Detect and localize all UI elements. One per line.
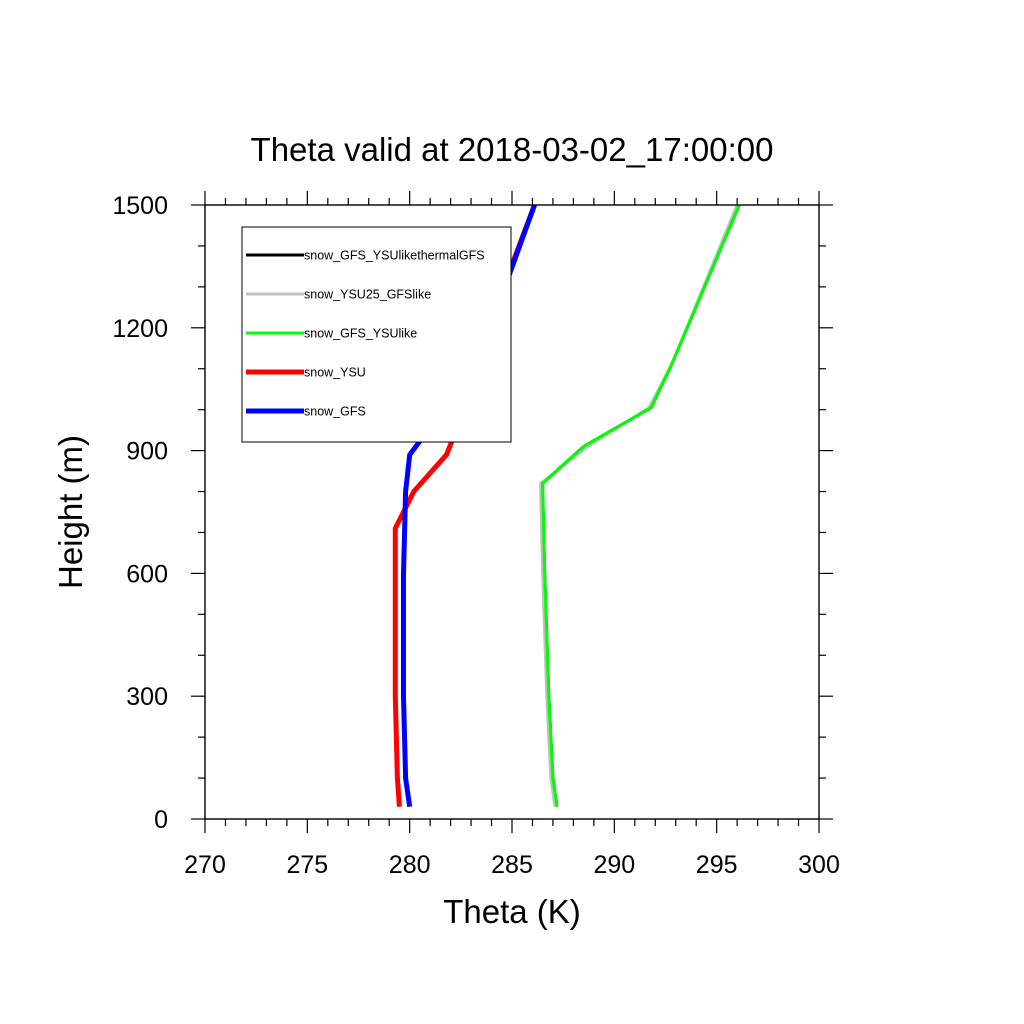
legend-label: snow_GFS_YSUlikethermalGFS: [304, 249, 485, 263]
x-tick-label: 270: [184, 851, 226, 879]
series-line-snow_YSU25_GFSlike: [539, 204, 739, 807]
legend-label: snow_YSU25_GFSlike: [304, 288, 431, 302]
legend-label: snow_YSU: [304, 366, 366, 380]
y-tick-label: 1500: [112, 192, 168, 220]
x-tick-label: 280: [389, 851, 431, 879]
legend: snow_GFS_YSUlikethermalGFS snow_YSU25_GFS…: [241, 226, 512, 443]
x-tick-label: 300: [798, 851, 840, 879]
legend-label: snow_GFS_YSUlike: [304, 327, 417, 341]
chart-title: Theta valid at 2018-03-02_17:00:00: [251, 131, 774, 168]
series-line-snow_GFS_YSUlikethermalGFS: [541, 204, 741, 807]
y-tick-label: 900: [126, 438, 168, 466]
y-tick-label: 1200: [112, 315, 168, 343]
y-tick-label: 600: [126, 560, 168, 588]
legend-label: snow_GFS: [304, 405, 366, 419]
y-axis-label: Height (m): [52, 435, 89, 589]
x-axis-label: Theta (K): [443, 893, 581, 930]
y-tick-label: 300: [126, 683, 168, 711]
x-tick-label: 285: [491, 851, 533, 879]
x-tick-label: 290: [593, 851, 635, 879]
y-tick-labels: 0 300 600 900 1200 1500: [112, 192, 168, 834]
x-tick-label: 295: [696, 851, 738, 879]
axis-ticks: [191, 191, 833, 833]
x-tick-label: 275: [286, 851, 328, 879]
x-tick-labels: 270 275 280 285 290 295 300: [184, 851, 840, 879]
y-tick-label: 0: [154, 806, 168, 834]
series-line-snow_GFS_YSUlike: [541, 204, 741, 807]
plot-frame: [204, 204, 820, 820]
